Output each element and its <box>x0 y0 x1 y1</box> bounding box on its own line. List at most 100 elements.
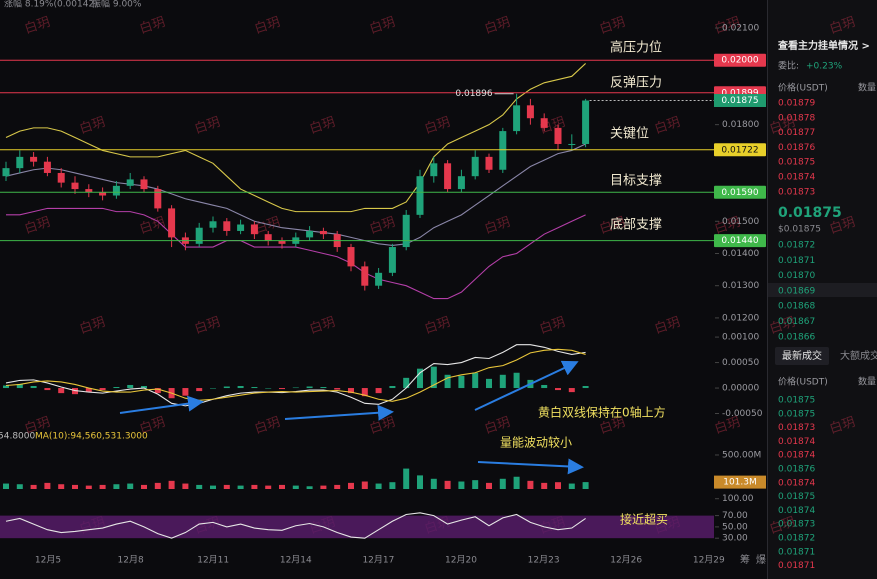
trade-price: 0.01875 <box>778 396 815 406</box>
watermark: 白玥 <box>712 414 742 437</box>
last-price-big: 0.01875 <box>778 205 842 221</box>
candle-body <box>554 127 562 144</box>
y-tick-label: 0.00100 <box>722 333 759 343</box>
bid-highlight <box>768 283 877 297</box>
x-tick-label: 12月11 <box>197 555 229 566</box>
trade-price: 0.01871 <box>778 547 815 557</box>
candle-body <box>416 176 424 215</box>
ask-price: 0.01877 <box>778 128 815 138</box>
candle-body <box>57 172 65 183</box>
volume-bar <box>513 476 520 489</box>
macd-bar <box>458 375 465 389</box>
tab[interactable]: 大额成交 <box>840 349 877 362</box>
y-tick-label: -0.00050 <box>722 409 763 419</box>
watermark: 白玥 <box>597 14 627 37</box>
footer-icon[interactable]: 筹 <box>740 553 750 566</box>
ask-price: 0.01879 <box>778 99 815 109</box>
tab-active[interactable] <box>775 347 829 365</box>
x-tick-label: 12月26 <box>610 555 642 566</box>
watermark: 白玥 <box>77 314 107 337</box>
macd-bar <box>403 377 410 389</box>
ask-price: 0.01875 <box>778 158 815 168</box>
watermark: 白玥 <box>252 214 282 237</box>
macd-bar <box>223 386 230 389</box>
candle-body <box>306 230 314 238</box>
macd-bar <box>348 388 354 394</box>
volume-bar <box>99 484 106 489</box>
ratio: +0.23% <box>806 62 843 72</box>
level-label: 反弹压力 <box>610 76 662 91</box>
volume-bar <box>182 483 189 489</box>
last-price-usd: $0.01875 <box>778 225 821 235</box>
volume-bar <box>210 485 216 489</box>
book-title[interactable]: 查看主力挂单情况 > <box>777 39 870 52</box>
trade-price: 0.01874 <box>778 451 815 461</box>
volume-bar <box>3 483 9 489</box>
ask-price: 0.01873 <box>778 187 815 197</box>
macd-bar <box>58 388 65 394</box>
bid-price: 0.01868 <box>778 302 815 312</box>
volume-ma: MA(10):94,560,531.3000 <box>35 432 148 442</box>
candle-body <box>250 224 258 235</box>
watermark: 白玥 <box>597 214 627 237</box>
tab[interactable]: 最新成交 <box>782 349 822 362</box>
macd-bar <box>265 388 272 389</box>
trade-price: 0.01874 <box>778 506 815 516</box>
volume-bar <box>154 482 161 489</box>
volume-bar <box>555 482 561 489</box>
macd-bar <box>196 388 203 392</box>
volume-bar <box>251 484 258 489</box>
indicator-line <box>6 207 586 300</box>
macd-bar <box>334 388 341 390</box>
level-box <box>714 234 766 248</box>
macd-bar <box>182 388 189 396</box>
y-tick-label: 0.00050 <box>722 358 759 368</box>
macd-bar <box>141 385 147 389</box>
arrow <box>119 395 204 414</box>
candle-body <box>71 182 79 190</box>
macd-bar <box>292 387 299 389</box>
candle-body <box>499 131 507 170</box>
watermark: 白玥 <box>137 214 167 237</box>
volume-bar <box>127 483 134 489</box>
candle-body <box>513 105 521 132</box>
macd-bar <box>113 387 120 389</box>
candle-body <box>30 156 38 162</box>
watermark: 白玥 <box>307 314 337 337</box>
macd-bar <box>251 387 258 389</box>
change: 涨幅 8.19%(0.00142) <box>4 0 98 10</box>
level-label: 目标支撑 <box>610 174 662 189</box>
watermark: 白玥 <box>77 114 107 137</box>
level-value: 0.01722 <box>721 145 758 155</box>
y-tick-label: 0.02100 <box>722 24 759 34</box>
amplitude: 振幅 9.00% <box>92 0 142 10</box>
volume-bar <box>306 486 313 489</box>
trade-price: 0.01876 <box>778 465 815 475</box>
trade-price: 0.01872 <box>778 534 815 544</box>
volume-bar <box>348 482 354 489</box>
x-tick-label: 12月8 <box>118 555 144 566</box>
trade-price: 0.01873 <box>778 520 815 530</box>
volume-bar <box>237 485 244 489</box>
y-tick-label: 0.01500 <box>722 217 759 227</box>
level-value: 0.01590 <box>721 188 758 198</box>
footer-icon[interactable]: 爆 <box>756 554 766 566</box>
volume-bar <box>403 468 410 489</box>
trade-price: 0.01873 <box>778 423 815 433</box>
column-header: 价格(USDT) <box>778 82 828 94</box>
watermark: 白玥 <box>597 414 627 437</box>
macd-bar <box>279 388 285 390</box>
arrow <box>474 360 579 411</box>
candle-body <box>154 189 162 209</box>
volume-bar <box>16 484 23 489</box>
x-tick-label: 12月23 <box>528 555 560 566</box>
trade-price: 0.01874 <box>778 437 815 447</box>
bid-price: 0.01872 <box>778 241 815 251</box>
candle-body <box>375 272 383 286</box>
volume-bar <box>292 485 299 489</box>
arrow <box>477 458 584 475</box>
candle-body <box>264 234 272 241</box>
candle-body <box>223 221 231 231</box>
candle-body <box>99 192 107 196</box>
